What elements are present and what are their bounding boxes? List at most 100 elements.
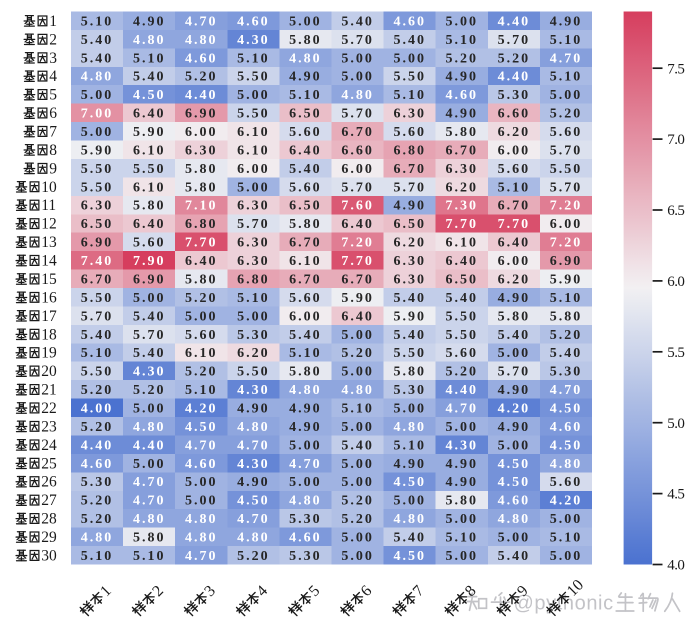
svg-text:4.90: 4.90	[393, 457, 426, 472]
svg-text:28: 28	[41, 511, 57, 528]
svg-text:4.90: 4.90	[393, 199, 426, 214]
svg-text:6.00: 6.00	[498, 143, 531, 158]
svg-text:4.40: 4.40	[81, 438, 114, 453]
svg-text:6.10: 6.10	[237, 125, 270, 140]
svg-text:5.00: 5.00	[185, 309, 218, 324]
svg-text:6.30: 6.30	[237, 254, 270, 269]
svg-text:4.60: 4.60	[185, 457, 218, 472]
svg-text:5.10: 5.10	[498, 180, 531, 195]
svg-text:16: 16	[41, 289, 57, 306]
svg-text:5.70: 5.70	[498, 33, 531, 48]
svg-text:5.00: 5.00	[393, 51, 426, 66]
svg-text:4.70: 4.70	[185, 438, 218, 453]
svg-text:19: 19	[41, 345, 57, 362]
svg-text:6.70: 6.70	[498, 199, 531, 214]
svg-text:5.30: 5.30	[237, 328, 270, 343]
svg-text:6.20: 6.20	[237, 346, 270, 361]
svg-text:14: 14	[41, 253, 57, 270]
svg-text:5.30: 5.30	[289, 549, 322, 564]
svg-text:6.20: 6.20	[446, 180, 479, 195]
svg-text:5.40: 5.40	[393, 33, 426, 48]
svg-text:4.80: 4.80	[341, 383, 374, 398]
svg-text:5.10: 5.10	[237, 291, 270, 306]
svg-text:5.10: 5.10	[550, 291, 583, 306]
svg-text:4.90: 4.90	[550, 14, 583, 29]
svg-text:4.90: 4.90	[289, 402, 322, 417]
svg-text:4.20: 4.20	[498, 402, 531, 417]
svg-text:5.90: 5.90	[550, 273, 583, 288]
svg-text:5.80: 5.80	[185, 180, 218, 195]
svg-text:10: 10	[41, 179, 57, 196]
svg-text:5.10: 5.10	[289, 346, 322, 361]
svg-text:5.5: 5.5	[667, 345, 684, 361]
svg-text:6.40: 6.40	[133, 217, 166, 232]
svg-text:5.60: 5.60	[550, 125, 583, 140]
svg-text:5.00: 5.00	[341, 420, 374, 435]
svg-text:5.80: 5.80	[393, 365, 426, 380]
svg-text:5.10: 5.10	[393, 88, 426, 103]
svg-text:6.50: 6.50	[446, 273, 479, 288]
svg-text:5.00: 5.00	[133, 402, 166, 417]
svg-text:4.80: 4.80	[185, 33, 218, 48]
svg-text:5.10: 5.10	[550, 70, 583, 85]
svg-text:17: 17	[41, 308, 57, 325]
svg-text:20: 20	[41, 363, 57, 380]
svg-text:4.80: 4.80	[393, 420, 426, 435]
svg-text:6: 6	[49, 105, 57, 122]
svg-text:6.90: 6.90	[185, 107, 218, 122]
svg-text:5.20: 5.20	[341, 346, 374, 361]
svg-text:4.90: 4.90	[498, 291, 531, 306]
svg-text:6.70: 6.70	[341, 273, 374, 288]
svg-text:5.20: 5.20	[446, 51, 479, 66]
svg-text:6.00: 6.00	[237, 162, 270, 177]
svg-text:5.40: 5.40	[81, 51, 114, 66]
svg-text:4.60: 4.60	[289, 531, 322, 546]
svg-text:5.20: 5.20	[133, 383, 166, 398]
svg-text:5.00: 5.00	[341, 457, 374, 472]
svg-text:4.30: 4.30	[237, 383, 270, 398]
svg-text:5.00: 5.00	[81, 88, 114, 103]
svg-text:4.00: 4.00	[81, 402, 114, 417]
svg-text:25: 25	[41, 455, 57, 472]
svg-text:5.80: 5.80	[133, 199, 166, 214]
svg-text:6.60: 6.60	[498, 107, 531, 122]
svg-text:5.10: 5.10	[446, 33, 479, 48]
svg-text:5.50: 5.50	[237, 107, 270, 122]
svg-text:5.40: 5.40	[81, 33, 114, 48]
svg-text:5.60: 5.60	[550, 475, 583, 490]
svg-text:5.10: 5.10	[341, 402, 374, 417]
svg-text:7.70: 7.70	[341, 254, 374, 269]
svg-text:3: 3	[49, 50, 57, 67]
svg-text:4.80: 4.80	[133, 420, 166, 435]
svg-text:5.60: 5.60	[393, 125, 426, 140]
svg-text:5.40: 5.40	[81, 328, 114, 343]
svg-text:6.20: 6.20	[498, 125, 531, 140]
svg-text:5.50: 5.50	[237, 365, 270, 380]
svg-text:5.50: 5.50	[81, 291, 114, 306]
svg-text:4.80: 4.80	[81, 531, 114, 546]
svg-text:21: 21	[41, 382, 57, 399]
svg-text:5.20: 5.20	[81, 494, 114, 509]
svg-text:4.80: 4.80	[289, 383, 322, 398]
svg-text:4.90: 4.90	[446, 475, 479, 490]
svg-text:4.80: 4.80	[185, 531, 218, 546]
svg-text:4.90: 4.90	[446, 70, 479, 85]
svg-text:4: 4	[49, 68, 57, 85]
svg-text:6.30: 6.30	[185, 143, 218, 158]
svg-text:6.30: 6.30	[393, 273, 426, 288]
svg-text:4.20: 4.20	[185, 402, 218, 417]
svg-text:6.90: 6.90	[81, 236, 114, 251]
svg-text:4.90: 4.90	[133, 14, 166, 29]
svg-text:7.40: 7.40	[81, 254, 114, 269]
svg-text:4.50: 4.50	[185, 420, 218, 435]
svg-text:7.0: 7.0	[667, 132, 684, 148]
svg-text:5.20: 5.20	[237, 549, 270, 564]
svg-text:5.70: 5.70	[550, 143, 583, 158]
svg-text:7.30: 7.30	[446, 199, 479, 214]
svg-text:6.30: 6.30	[393, 254, 426, 269]
svg-text:6.80: 6.80	[185, 217, 218, 232]
svg-text:6.80: 6.80	[393, 143, 426, 158]
svg-text:4.60: 4.60	[393, 14, 426, 29]
svg-text:5.00: 5.00	[393, 494, 426, 509]
svg-text:6.90: 6.90	[133, 273, 166, 288]
